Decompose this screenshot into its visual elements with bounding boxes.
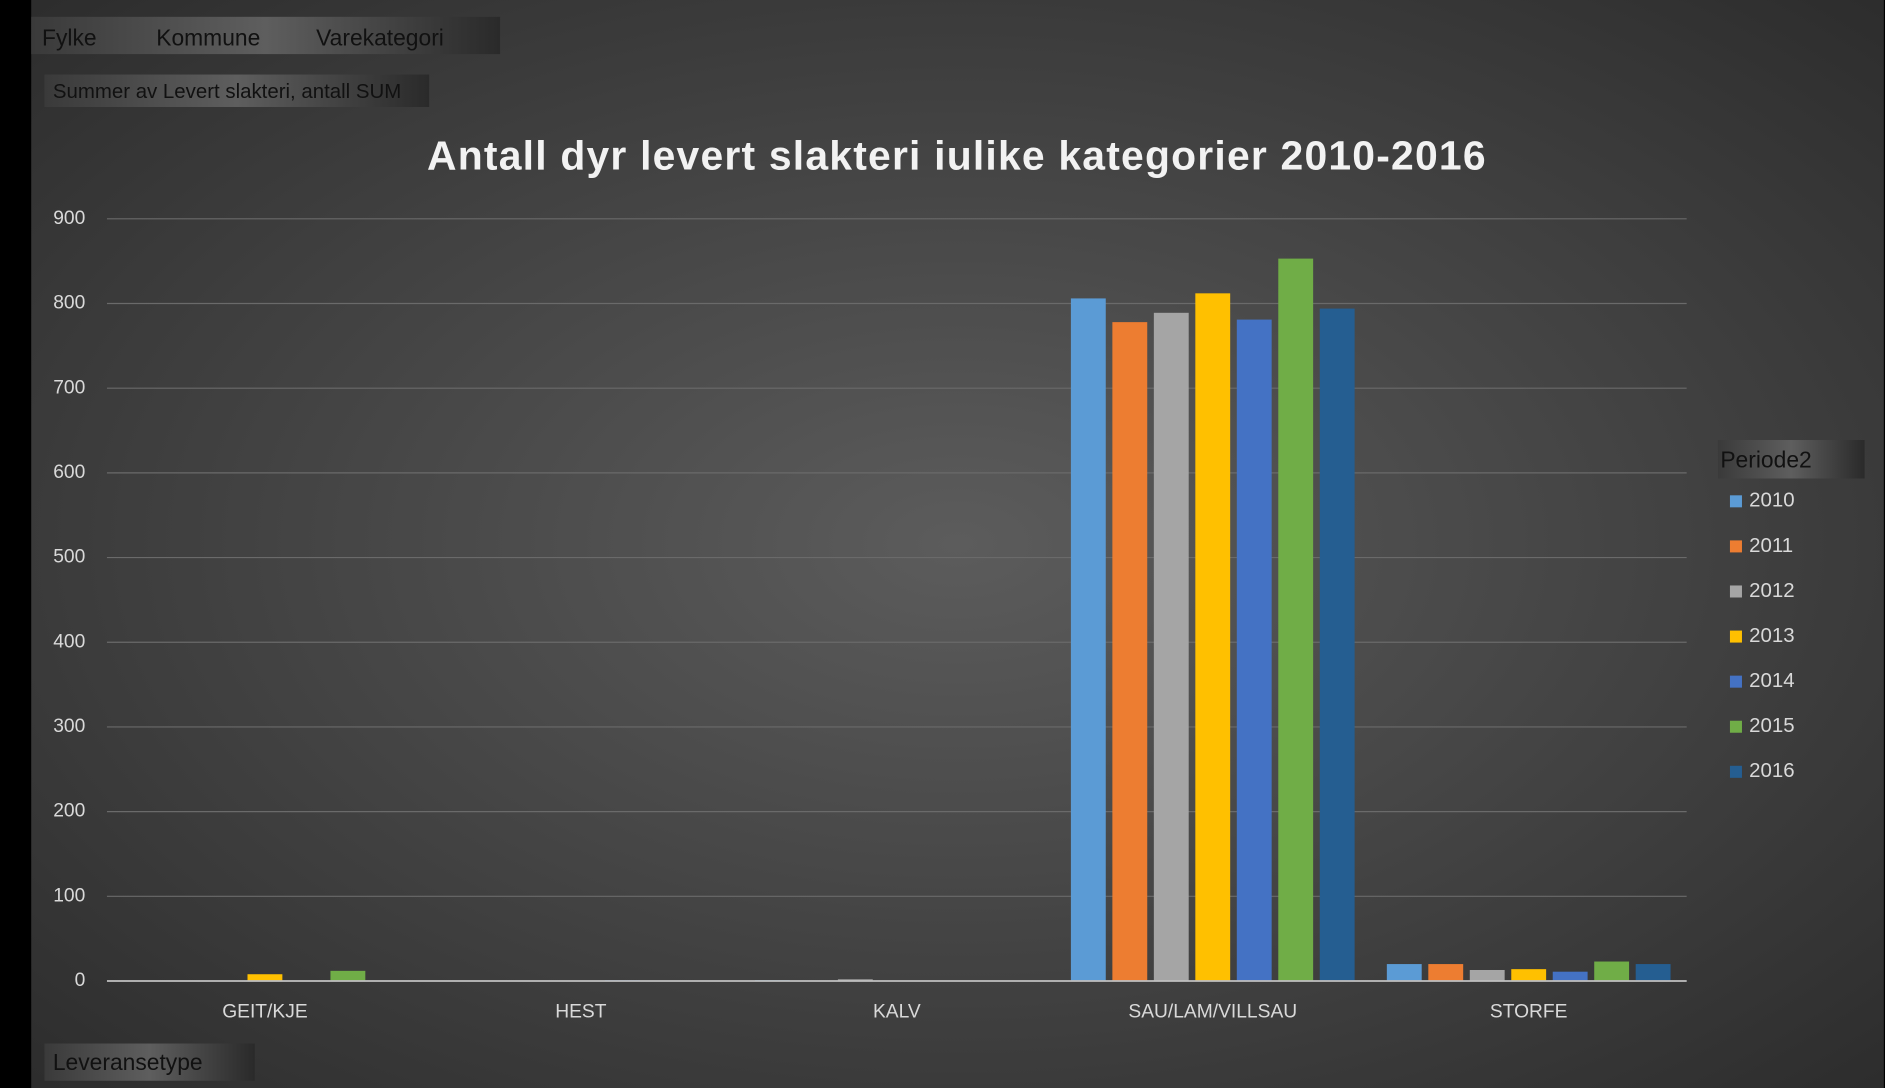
filter-area xyxy=(31,16,501,55)
bar xyxy=(1428,964,1464,982)
legend-swatch xyxy=(1729,495,1742,508)
x-tick-label: STORFE xyxy=(1490,1001,1568,1022)
legend-label: 2013 xyxy=(1749,625,1794,647)
axis-field-area xyxy=(44,1043,255,1081)
y-tick-label: 100 xyxy=(53,885,85,906)
bar xyxy=(1236,319,1272,982)
bar xyxy=(1635,964,1671,982)
bar xyxy=(1469,969,1505,982)
bar xyxy=(1386,964,1422,982)
y-tick-label: 600 xyxy=(53,462,85,483)
legend-label: 2012 xyxy=(1749,580,1794,602)
bar xyxy=(330,970,366,982)
legend-title[interactable]: Periode2 xyxy=(1720,447,1811,473)
axis-field-button[interactable]: Leveransetype xyxy=(53,1049,203,1075)
x-tick-label: GEIT/KJE xyxy=(222,1001,307,1022)
legend-label: 2010 xyxy=(1749,490,1794,512)
bar xyxy=(247,974,283,982)
legend-swatch xyxy=(1729,630,1742,643)
chart-title: Antall dyr levert slakteri iulike katego… xyxy=(427,132,1487,178)
filter-button[interactable]: Fylke xyxy=(42,25,97,51)
chart-background xyxy=(31,0,1884,1088)
y-tick-label: 400 xyxy=(53,631,85,652)
x-tick-label: HEST xyxy=(555,1001,607,1022)
y-tick-label: 800 xyxy=(53,293,85,314)
y-tick-label: 0 xyxy=(75,970,86,991)
y-tick-label: 300 xyxy=(53,716,85,737)
legend-label: 2016 xyxy=(1749,760,1794,782)
legend-label: 2015 xyxy=(1749,715,1794,737)
legend-swatch xyxy=(1729,765,1742,778)
legend-swatch xyxy=(1729,720,1742,733)
y-tick-label: 700 xyxy=(53,377,85,398)
bar xyxy=(1511,969,1547,982)
bar xyxy=(1552,971,1588,982)
x-tick-label: SAU/LAM/VILLSAU xyxy=(1128,1001,1297,1022)
legend-label: 2014 xyxy=(1749,670,1794,692)
x-tick-label: KALV xyxy=(873,1001,921,1022)
bar xyxy=(1112,322,1148,982)
legend-title-area xyxy=(1717,440,1865,479)
bar xyxy=(1319,308,1355,982)
y-tick-label: 200 xyxy=(53,801,85,822)
bar xyxy=(1195,293,1231,982)
bar xyxy=(1278,258,1314,982)
legend-swatch xyxy=(1729,585,1742,598)
filter-button[interactable]: Varekategori xyxy=(316,25,444,51)
bar xyxy=(1070,298,1106,982)
value-field-button[interactable]: Summer av Levert slakteri, antall SUM xyxy=(53,81,401,103)
bar xyxy=(1594,961,1630,982)
legend-swatch xyxy=(1729,540,1742,553)
legend-label: 2011 xyxy=(1749,535,1793,557)
filter-button[interactable]: Kommune xyxy=(156,25,260,51)
y-tick-label: 500 xyxy=(53,547,85,568)
legend-swatch xyxy=(1729,675,1742,688)
y-tick-label: 900 xyxy=(53,208,85,229)
value-field-area xyxy=(44,74,430,107)
bar xyxy=(1153,312,1189,982)
